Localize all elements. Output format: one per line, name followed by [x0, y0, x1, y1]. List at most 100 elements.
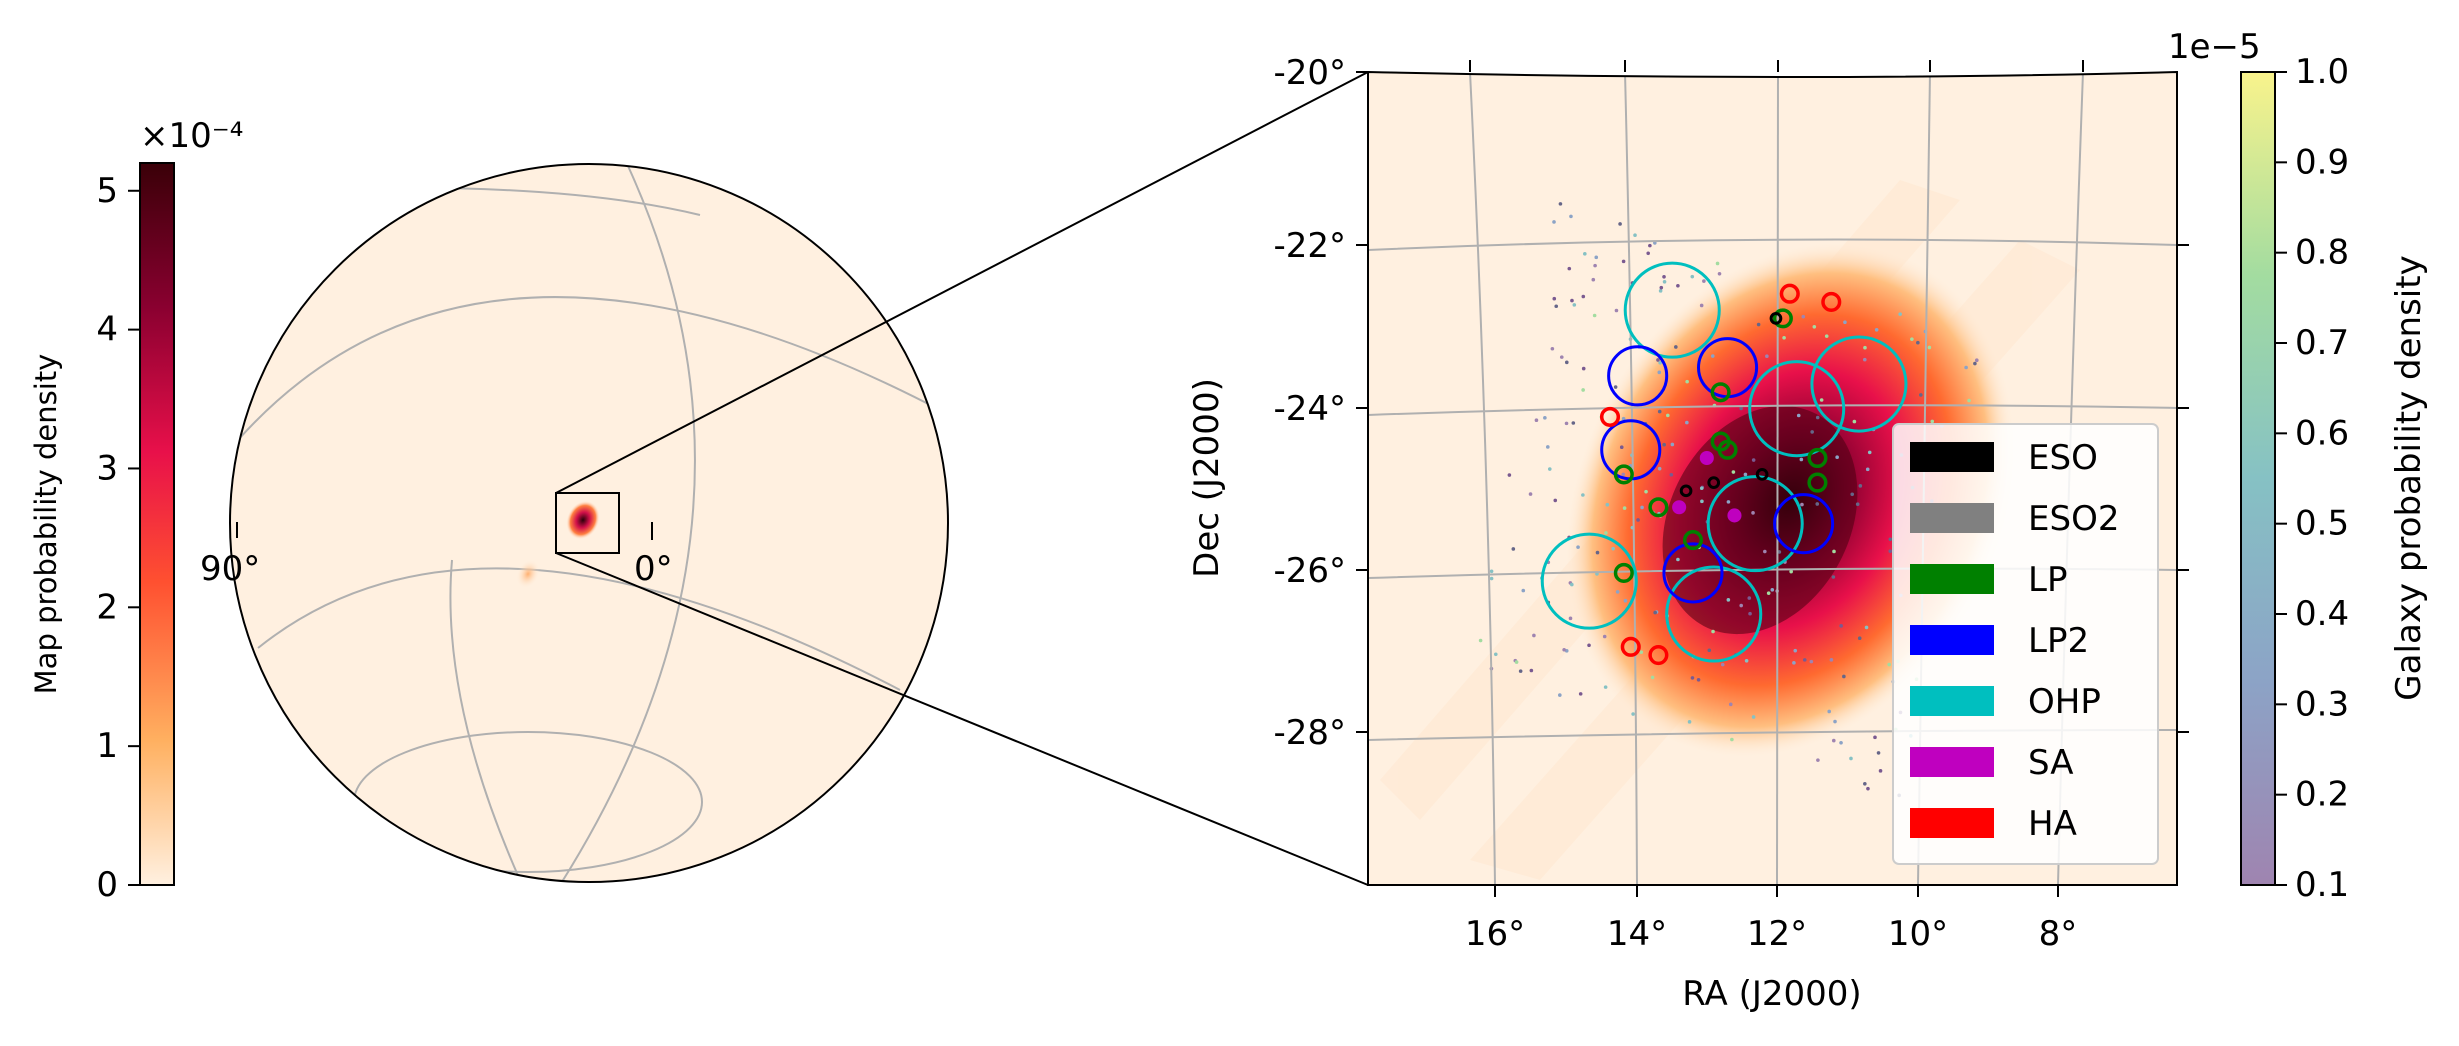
galaxy-dot	[1888, 549, 1893, 553]
galaxy-dot	[1850, 492, 1855, 497]
map-colorbar-tick-label: 0	[96, 865, 118, 905]
galaxy-colorbar-exponent: 1e−5	[2168, 27, 2261, 67]
galaxy-dot	[1511, 547, 1516, 551]
map-colorbar-tick-label: 2	[96, 587, 118, 627]
galaxy-dot	[1973, 361, 1977, 366]
zoom-connector-top	[555, 71, 1369, 494]
galaxy-colorbar-tick-label: 0.7	[2295, 323, 2349, 363]
lp-field	[1682, 530, 1704, 551]
zoom-ticks	[1356, 60, 2189, 897]
lp-field	[1613, 464, 1634, 485]
galaxy-dot	[1843, 320, 1847, 325]
x-tick-label: 12°	[1747, 914, 1807, 954]
galaxy-dot	[1751, 511, 1755, 515]
lp2-field	[1662, 542, 1724, 604]
x-tick-label: 14°	[1607, 914, 1667, 954]
galaxy-dot	[1852, 419, 1857, 424]
lp-field	[1807, 472, 1828, 493]
galaxy-dot	[1888, 537, 1893, 542]
galaxy-dot	[1570, 582, 1574, 587]
y-tick-label: -24°	[1273, 389, 1346, 429]
galaxy-dot	[1873, 735, 1877, 740]
galaxy-dot	[1644, 489, 1648, 494]
galaxy-dot	[1618, 222, 1622, 226]
galaxy-dot	[1552, 220, 1556, 224]
lp-field	[1717, 439, 1738, 460]
galaxy-dot	[1878, 769, 1883, 773]
galaxy-colorbar-tick-label: 0.1	[2295, 865, 2349, 905]
galaxy-dot	[1534, 418, 1539, 422]
galaxy-dot	[1699, 486, 1704, 491]
map-colorbar-tick-label: 1	[96, 726, 118, 766]
galaxy-dot	[1665, 413, 1670, 418]
galaxy-dot	[1690, 676, 1695, 680]
galaxy-dot	[1831, 575, 1836, 579]
galaxy-dot	[1748, 611, 1752, 616]
x-tick-label: 10°	[1888, 914, 1948, 954]
zoom-heatmap	[1380, 180, 2080, 880]
galaxy-colorbar-tick-label: 1.0	[2295, 52, 2349, 92]
galaxy-colorbar-tick-label: 0.3	[2295, 684, 2349, 724]
galaxy-dot	[1763, 549, 1767, 554]
galaxy-dot	[1662, 279, 1667, 284]
galaxy-dot	[1739, 406, 1743, 411]
galaxy-dot	[1685, 379, 1689, 384]
galaxy-dot	[1568, 616, 1573, 621]
galaxy-dot	[1567, 266, 1572, 271]
galaxy-dot	[1809, 659, 1814, 664]
galaxy-dot	[1593, 263, 1597, 268]
map-colorbar-gradient	[139, 162, 175, 886]
galaxy-dot	[1819, 398, 1824, 402]
galaxy-dot	[1777, 550, 1782, 554]
galaxy-dot	[1747, 596, 1752, 600]
galaxy-dot	[1796, 413, 1801, 418]
galaxy-dot	[1964, 365, 1968, 370]
map-colorbar-tick-label: 3	[96, 448, 118, 488]
galaxy-dot	[1558, 202, 1563, 206]
grid-meridian	[1776, 72, 1779, 885]
galaxy-dot	[1550, 346, 1555, 351]
legend-swatch-ohp	[1910, 686, 1994, 716]
galaxy-colorbar-gradient	[2240, 71, 2276, 886]
galaxy-dot	[1657, 466, 1662, 471]
galaxy-dot	[1839, 624, 1843, 628]
galaxy-dot	[1619, 445, 1624, 450]
map-colorbar: 0 1 2 3 4 5 ×10⁻⁴ Map probability density	[29, 116, 243, 905]
globe-label-0: 0°	[634, 549, 673, 589]
galaxy-dot	[1824, 334, 1829, 338]
galaxy-colorbar-ticks: 0.1 0.2 0.3 0.4 0.5 0.6 0.7 0.8 0.9 1.0	[2275, 52, 2349, 905]
galaxy-dot	[1720, 662, 1725, 667]
galaxy-dot	[1910, 337, 1914, 341]
galaxy-dot	[1711, 629, 1715, 634]
y-tick-label: -22°	[1273, 226, 1346, 266]
legend: ESO ESO2 LP LP2 OHP SA HA	[1892, 423, 2159, 865]
galaxy-colorbar-tick-label: 0.6	[2295, 413, 2349, 453]
galaxy-dot	[1554, 304, 1559, 309]
eso-field	[1769, 312, 1783, 325]
galaxy-dot	[1674, 345, 1678, 349]
map-colorbar-label: Map probability density	[29, 354, 63, 695]
x-tick-label: 16°	[1465, 914, 1525, 954]
galaxy-dot	[1833, 719, 1837, 724]
galaxy-dot	[1930, 419, 1935, 424]
galaxy-dot	[1835, 455, 1839, 460]
galaxy-colorbar-tick-label: 0.4	[2295, 594, 2349, 634]
galaxy-dot	[1570, 298, 1574, 303]
galaxy-dot	[1545, 445, 1550, 449]
galaxy-dot	[1839, 740, 1843, 745]
galaxy-dot	[1532, 633, 1536, 638]
galaxy-dot	[1857, 636, 1862, 641]
galaxy-dot	[1863, 781, 1867, 786]
galaxy-dot	[1569, 214, 1573, 219]
galaxy-dot	[1543, 416, 1547, 420]
galaxy-dot	[1657, 370, 1662, 375]
galaxy-dot	[1743, 472, 1748, 477]
legend-label-ha: HA	[2028, 804, 2077, 844]
galaxy-dot	[1662, 442, 1666, 447]
galaxy-dot	[1792, 661, 1796, 665]
galaxy-dot	[1739, 603, 1744, 608]
galaxy-dot	[1636, 518, 1640, 522]
galaxy-dot	[1669, 472, 1674, 477]
galaxy-dot	[1553, 498, 1558, 503]
lp-field	[1613, 562, 1634, 583]
